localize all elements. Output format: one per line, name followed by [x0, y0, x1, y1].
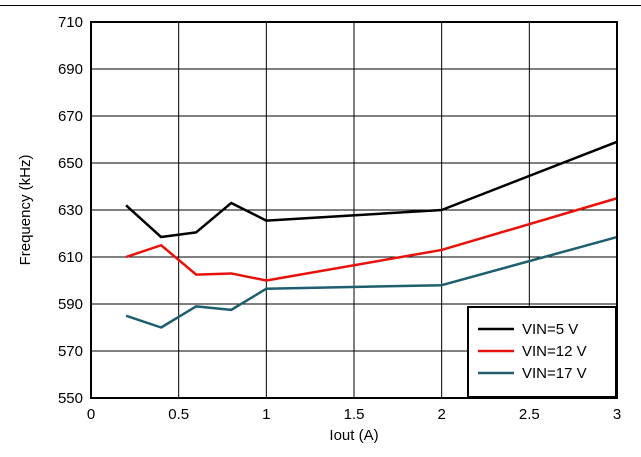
- y-tick-label: 550: [58, 390, 83, 407]
- legend: VIN=5 V VIN=12 V VIN=17 V: [467, 306, 617, 398]
- series-line-1: [125, 140, 618, 239]
- x-tick-label: 3: [613, 406, 621, 423]
- y-tick-labels: 550 570 590 610 630 650 670 690 710: [58, 14, 83, 407]
- x-tick-label: 0: [87, 406, 95, 423]
- y-tick-label: 710: [58, 14, 83, 31]
- x-tick-label: 1: [262, 406, 270, 423]
- legend-box: [467, 306, 617, 398]
- x-tick-label: 1.5: [344, 406, 365, 423]
- plot-frame: [90, 21, 618, 399]
- x-tick-labels: 0 0.5 1 1.5 2 2.5 3: [87, 406, 621, 423]
- x-axis-title: Iout (A): [329, 427, 378, 444]
- legend-label: VIN=12 V: [522, 343, 587, 360]
- y-tick-label: 570: [58, 343, 83, 360]
- grid: [90, 21, 618, 399]
- legend-label: VIN=5 V: [522, 321, 578, 338]
- top-rule: [0, 5, 641, 6]
- series-line-3: [125, 235, 618, 329]
- x-tick-label: 2: [437, 406, 445, 423]
- y-tick-label: 590: [58, 296, 83, 313]
- x-tick-label: 0.5: [168, 406, 189, 423]
- y-tick-label: 630: [58, 202, 83, 219]
- y-tick-label: 610: [58, 249, 83, 266]
- y-axis-title: Frequency (kHz): [17, 155, 34, 266]
- series-line-2: [125, 197, 618, 282]
- y-tick-label: 670: [58, 108, 83, 125]
- x-tick-label: 2.5: [519, 406, 540, 423]
- legend-label: VIN=17 V: [522, 365, 587, 382]
- series-lines: [125, 140, 618, 329]
- y-tick-label: 650: [58, 155, 83, 172]
- y-tick-label: 690: [58, 61, 83, 78]
